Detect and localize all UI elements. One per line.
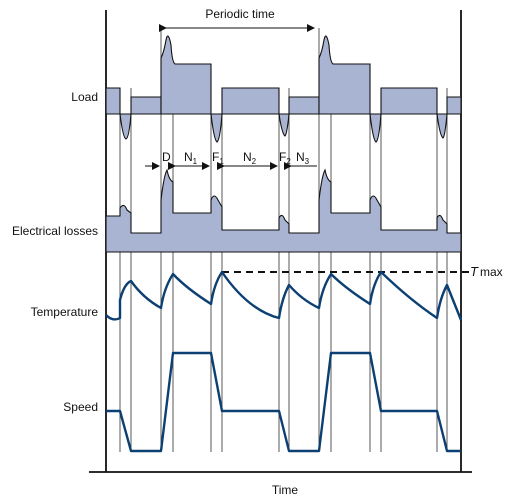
phase-f1-label: F1 bbox=[212, 150, 224, 166]
time-axis-label: Time bbox=[272, 483, 299, 497]
phase-n2-label: N2 bbox=[243, 150, 257, 166]
electrical-losses-label: Electrical losses bbox=[12, 224, 98, 238]
electrical-losses-curve bbox=[105, 168, 462, 253]
phase-d-label: D bbox=[162, 150, 171, 164]
load-curve bbox=[105, 35, 462, 143]
phase-n3-label: N3 bbox=[296, 150, 310, 166]
load-label: Load bbox=[71, 90, 98, 104]
speed-curve bbox=[106, 351, 461, 453]
phase-f2-label: F2 bbox=[279, 150, 291, 166]
temperature-label: Temperature bbox=[31, 305, 99, 319]
phase-n1-label: N1 bbox=[184, 150, 198, 166]
temperature-curve bbox=[105, 270, 463, 321]
periodic-time-label: Periodic time bbox=[205, 7, 275, 21]
speed-label: Speed bbox=[63, 400, 98, 414]
